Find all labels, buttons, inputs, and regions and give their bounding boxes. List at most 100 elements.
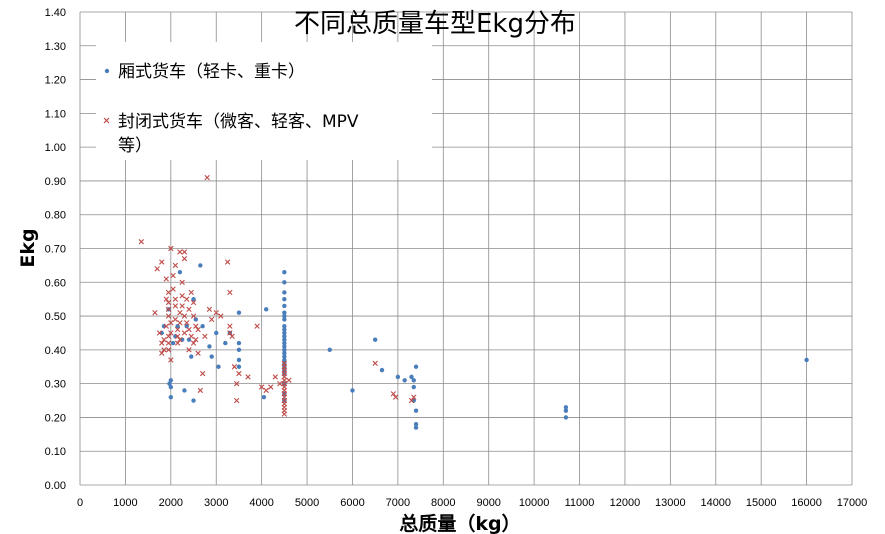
closed-truck-point <box>165 306 172 313</box>
closed-truck-point <box>170 272 176 279</box>
closed-truck-point <box>263 387 269 394</box>
closed-truck-point <box>165 347 172 353</box>
data-points <box>138 174 809 430</box>
box-truck-point <box>168 378 174 383</box>
closed-truck-point <box>231 364 238 370</box>
closed-truck-point <box>174 340 181 346</box>
box-truck-point <box>395 374 401 380</box>
closed-truck-point <box>172 262 179 269</box>
y-tick-label: 1.20 <box>45 75 66 87</box>
closed-truck-point <box>172 303 179 309</box>
x-tick-label: 11000 <box>565 497 595 509</box>
closed-truck-point <box>159 259 165 265</box>
y-axis-label: Ekg <box>17 228 39 267</box>
box-truck-point <box>563 415 569 420</box>
closed-truck-point <box>202 333 208 340</box>
box-truck-point <box>282 330 287 336</box>
y-tick-label: 0.00 <box>45 480 66 492</box>
closed-truck-point <box>161 337 167 343</box>
closed-truck-point <box>227 289 233 296</box>
closed-truck-point <box>277 380 283 387</box>
box-truck-point <box>170 340 176 346</box>
closed-truck-point <box>245 374 251 380</box>
closed-truck-point <box>411 394 417 400</box>
closed-truck-point <box>159 350 165 356</box>
x-axis-label: 总质量（kg） <box>399 512 520 534</box>
y-axis-ticks: 0.00 0.10 0.20 0.30 0.40 0.50 0.60 0.70 0.80 0.90… <box>45 7 66 492</box>
legend-label-closed-truck: 封闭式货车（微客、轻客、MPV 等） <box>118 112 364 156</box>
closed-truck-point <box>177 320 183 326</box>
box-truck-point <box>411 378 416 383</box>
closed-truck-point <box>188 289 194 296</box>
x-tick-label: 0 <box>77 497 83 509</box>
closed-truck-point <box>165 313 172 319</box>
box-truck-point <box>236 347 242 353</box>
closed-truck-point <box>281 370 288 377</box>
closed-truck-point <box>190 340 197 346</box>
box-truck-point <box>282 290 287 295</box>
box-truck-point <box>223 340 228 346</box>
box-truck-point <box>193 317 198 322</box>
closed-truck-point <box>165 289 172 296</box>
y-tick-label: 0.90 <box>45 176 66 188</box>
closed-truck-point <box>193 323 199 329</box>
closed-truck-point <box>236 370 242 377</box>
closed-truck-point <box>204 174 210 181</box>
x-tick-label: 1000 <box>113 497 137 509</box>
closed-truck-point <box>190 299 197 306</box>
closed-truck-point <box>161 347 167 353</box>
x-axis-ticks: 0 1000 2000 3000 4000 5000 6000 7000 8000 9000 100… <box>77 497 867 509</box>
box-truck-point <box>261 394 267 400</box>
closed-truck-point <box>190 313 197 319</box>
closed-truck-point <box>168 320 174 326</box>
closed-truck-point <box>268 384 274 390</box>
closed-truck-point <box>172 296 179 302</box>
chart-title: 不同总质量车型Ekg分布 <box>294 9 576 39</box>
closed-truck-point <box>168 245 174 252</box>
legend-marker-closed-truck <box>103 117 110 124</box>
closed-truck-point <box>168 330 174 336</box>
y-tick-label: 0.80 <box>45 210 66 222</box>
closed-truck-point <box>227 330 233 336</box>
box-truck-point <box>402 378 407 383</box>
x-tick-label: 14000 <box>700 497 731 509</box>
x-tick-label: 4000 <box>249 497 273 509</box>
y-tick-label: 1.40 <box>45 7 66 19</box>
box-truck-point <box>282 340 287 346</box>
closed-truck-point <box>179 279 185 285</box>
closed-truck-point <box>199 370 206 377</box>
box-truck-point <box>282 280 287 285</box>
closed-truck-point <box>165 333 172 340</box>
closed-truck-point <box>258 384 265 390</box>
closed-truck-point <box>233 380 240 387</box>
box-truck-point <box>175 324 180 329</box>
y-tick-label: 1.30 <box>45 41 66 53</box>
legend-label-closed-truck-line2: 等） <box>118 136 152 156</box>
closed-truck-point <box>197 387 204 394</box>
closed-truck-point <box>181 330 188 336</box>
box-truck-point <box>236 340 242 346</box>
box-truck-point <box>282 351 287 356</box>
closed-truck-point <box>281 411 288 417</box>
box-truck-point <box>182 388 187 393</box>
box-truck-point <box>167 381 172 386</box>
closed-truck-point <box>154 266 160 272</box>
closed-truck-point <box>218 313 224 319</box>
box-truck-point <box>282 313 287 319</box>
box-truck-point <box>191 296 196 302</box>
legend-label-box-truck: 厢式货车（轻卡、重卡） <box>118 62 305 82</box>
closed-truck-point <box>206 306 213 313</box>
box-truck-point <box>413 364 419 369</box>
closed-truck-point <box>172 316 179 323</box>
box-truck-point <box>372 337 378 342</box>
box-truck-point <box>563 405 569 410</box>
box-truck-point <box>282 344 287 349</box>
legend-marker-box-truck <box>104 68 110 74</box>
closed-truck-point <box>233 397 240 404</box>
box-truck-point <box>282 357 287 363</box>
closed-truck-point <box>163 296 169 302</box>
box-truck-point <box>282 354 287 359</box>
closed-truck-point <box>156 330 163 336</box>
box-truck-point <box>214 330 219 336</box>
